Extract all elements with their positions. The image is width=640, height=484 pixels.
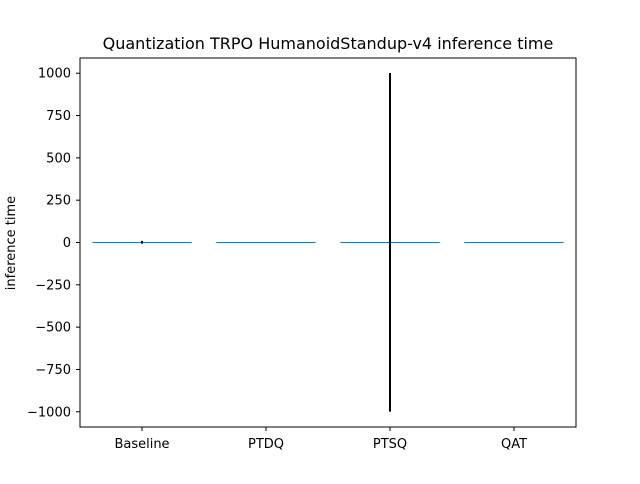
x-axis-ticks: Baseline PTDQ PTSQ QAT bbox=[114, 427, 527, 452]
y-tick-label: 0 bbox=[63, 236, 71, 251]
x-tick-label-ptsq: PTSQ bbox=[373, 437, 407, 452]
y-tick-label: −750 bbox=[35, 363, 71, 378]
y-tick-label: −250 bbox=[35, 278, 71, 293]
y-tick-label: 750 bbox=[46, 109, 71, 124]
y-tick-label: 500 bbox=[46, 151, 71, 166]
y-tick-label: −500 bbox=[35, 321, 71, 336]
y-tick-label: 1000 bbox=[38, 67, 71, 82]
x-tick-label-baseline: Baseline bbox=[114, 437, 169, 452]
y-tick-label: 250 bbox=[46, 194, 71, 209]
x-tick-label-ptdq: PTDQ bbox=[248, 437, 284, 452]
x-tick-label-qat: QAT bbox=[501, 437, 527, 452]
bar-qat bbox=[464, 242, 564, 243]
plot-marks bbox=[92, 73, 564, 412]
chart-title: Quantization TRPO HumanoidStandup-v4 inf… bbox=[103, 34, 554, 53]
y-axis-ticks: −1000 −750 −500 −250 0 250 500 750 1000 bbox=[27, 67, 80, 420]
y-axis-label: inference time bbox=[4, 196, 19, 290]
bar-ptdq bbox=[216, 242, 316, 243]
y-tick-label: −1000 bbox=[27, 405, 71, 420]
plot-frame bbox=[79, 57, 577, 428]
